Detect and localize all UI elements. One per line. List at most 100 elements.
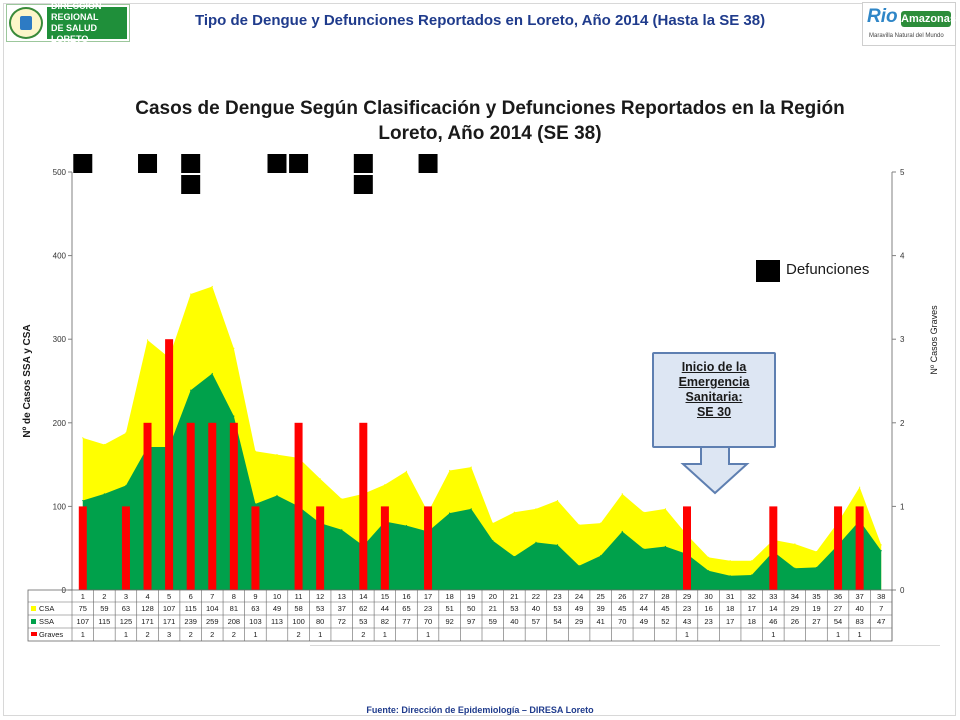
emergency-callout: Inicio de la Emergencia Sanitaria: SE 30 xyxy=(652,352,776,448)
table-cell-value: 75 xyxy=(79,604,87,613)
table-cell-value: 1 xyxy=(836,630,840,639)
amazonas-logo-rio: Rio xyxy=(867,6,898,27)
week-label: 28 xyxy=(661,592,669,601)
csa-point xyxy=(556,499,559,502)
table-cell-value: 1 xyxy=(771,630,775,639)
table-cell-value: 63 xyxy=(122,604,130,613)
ssa-point xyxy=(103,493,105,495)
csa-point xyxy=(578,524,580,526)
csa-point xyxy=(729,560,731,562)
week-label: 20 xyxy=(489,592,497,601)
callout-line-2: Emergencia xyxy=(678,375,750,389)
week-label: 36 xyxy=(834,592,842,601)
table-cell-value: 23 xyxy=(683,604,691,613)
defuncion-marker xyxy=(181,154,201,173)
week-label: 15 xyxy=(381,592,389,601)
table-cell-value: 40 xyxy=(855,604,863,613)
graves-bar xyxy=(769,506,778,590)
y-tick-label: 500 xyxy=(53,168,67,177)
defuncion-marker xyxy=(73,154,93,173)
diresa-logo-line-1: DIRECCIÓN REGIONAL xyxy=(51,1,102,22)
table-cell-value: 47 xyxy=(877,617,885,626)
graves-bar xyxy=(208,422,217,590)
graves-bar xyxy=(316,506,325,590)
table-cell-value: 171 xyxy=(163,617,176,626)
week-label: 5 xyxy=(167,592,171,601)
ssa-point xyxy=(233,415,235,417)
slide-frame xyxy=(3,3,956,716)
table-cell-value: 44 xyxy=(640,604,648,613)
graves-bar xyxy=(143,422,152,590)
y2-tick-label: 3 xyxy=(900,335,905,344)
table-row-label: SSA xyxy=(39,617,54,626)
ssa-point xyxy=(600,555,602,557)
table-cell-value: 1 xyxy=(383,630,387,639)
table-row-label: Graves xyxy=(39,630,63,639)
graves-bar xyxy=(380,506,389,590)
table-cell-value: 50 xyxy=(467,604,475,613)
table-cell-value: 18 xyxy=(748,617,756,626)
table-cell-value: 51 xyxy=(445,604,453,613)
week-label: 11 xyxy=(295,592,303,601)
table-cell-value: 171 xyxy=(141,617,154,626)
table-legend-swatch xyxy=(31,619,36,624)
csa-point xyxy=(815,550,818,553)
table-cell-value: 92 xyxy=(445,617,453,626)
csa-point xyxy=(276,453,278,456)
week-label: 38 xyxy=(877,592,885,601)
table-cell-value: 77 xyxy=(402,617,410,626)
table-cell-value: 72 xyxy=(338,617,346,626)
week-label: 29 xyxy=(683,592,691,601)
csa-point xyxy=(82,437,84,439)
week-label: 9 xyxy=(253,592,257,601)
week-label: 6 xyxy=(189,592,193,601)
ssa-point xyxy=(556,544,559,546)
week-label: 7 xyxy=(210,592,214,601)
table-legend-swatch xyxy=(31,606,36,611)
table-cell-value: 37 xyxy=(338,604,346,613)
csa-point xyxy=(664,508,667,510)
csa-point xyxy=(707,556,710,558)
y2-tick-label: 4 xyxy=(900,252,905,261)
table-cell-value: 23 xyxy=(704,617,712,626)
table-cell-value: 125 xyxy=(120,617,133,626)
table-cell-value: 45 xyxy=(618,604,626,613)
table-cell-value: 1 xyxy=(858,630,862,639)
ssa-point xyxy=(815,566,818,569)
table-cell-value: 2 xyxy=(232,630,236,639)
csa-point xyxy=(535,508,537,510)
table-cell-value: 103 xyxy=(249,617,262,626)
legend-defunciones-label: Defunciones xyxy=(786,261,870,278)
graves-bar xyxy=(229,422,238,590)
csa-point xyxy=(880,544,882,546)
table-cell-value: 16 xyxy=(704,604,712,613)
ssa-point xyxy=(621,530,623,533)
callout-line-1: Inicio de la xyxy=(681,360,747,374)
table-cell-value: 2 xyxy=(210,630,214,639)
ssa-point xyxy=(125,484,127,487)
table-cell-value: 70 xyxy=(424,617,432,626)
graves-bar xyxy=(251,506,260,590)
week-label: 27 xyxy=(640,592,648,601)
ssa-point xyxy=(82,499,84,502)
table-cell-value: 17 xyxy=(726,617,734,626)
table-cell-value: 40 xyxy=(532,604,540,613)
footer-divider xyxy=(310,645,940,646)
table-cell-value: 1 xyxy=(318,630,322,639)
csa-point xyxy=(492,522,494,524)
page-title: Tipo de Dengue y Defunciones Reportados … xyxy=(194,12,766,29)
table-cell-value: 52 xyxy=(661,617,669,626)
ssa-point xyxy=(751,574,753,576)
ssa-point xyxy=(535,541,537,543)
table-cell-value: 1 xyxy=(124,630,128,639)
graves-bar xyxy=(294,422,303,590)
csa-point xyxy=(319,478,321,480)
ssa-point xyxy=(254,503,257,505)
ssa-point xyxy=(341,529,343,531)
diresa-logo: DIRECCIÓN REGIONAL DE SALUD LORETO xyxy=(6,1,130,44)
csa-point xyxy=(513,511,515,513)
table-cell-value: 23 xyxy=(424,604,432,613)
table-cell-value: 17 xyxy=(748,604,756,613)
diresa-logo-band: DIRECCIÓN REGIONAL DE SALUD LORETO xyxy=(47,1,127,44)
csa-point xyxy=(254,450,257,452)
